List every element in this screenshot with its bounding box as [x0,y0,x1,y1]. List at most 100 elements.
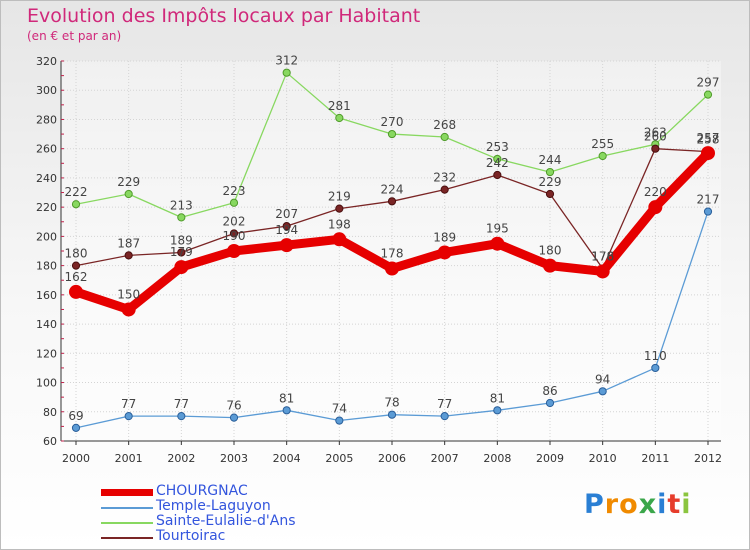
y-tick-label: 140 [36,318,57,331]
data-label: 178 [591,250,614,264]
data-point [177,412,186,421]
data-point [124,412,133,421]
data-point [229,413,239,422]
data-label: 94 [595,372,610,386]
logo-letter: t [667,489,682,520]
y-tick-label: 100 [36,377,57,390]
data-point [493,406,502,415]
data-label: 110 [644,349,667,363]
data-point [177,213,186,222]
data-point [440,185,449,194]
data-point [229,229,239,238]
logo-letter: i [681,489,692,520]
data-point [69,284,83,299]
chart-title: Evolution des Impôts locaux par Habitant [27,5,421,27]
y-tick-label: 280 [36,113,57,126]
data-label: 244 [539,153,562,167]
data-label: 74 [332,402,347,416]
logo-letter: P [584,489,605,520]
data-label: 180 [539,244,562,258]
data-label: 223 [223,184,246,198]
data-label: 81 [490,391,505,405]
data-label: 268 [433,118,456,132]
data-point [71,423,81,432]
data-point [124,189,133,199]
data-label: 178 [381,247,404,261]
data-point [545,167,555,177]
data-label: 258 [697,133,720,147]
x-tick-label: 2004 [273,452,301,465]
data-point [174,260,189,275]
data-label: 77 [437,397,452,411]
logo-letter: i [657,489,668,520]
x-tick-label: 2005 [325,452,353,465]
data-point [229,198,239,207]
data-label: 217 [697,193,720,207]
data-label: 180 [65,247,88,261]
data-label: 242 [486,156,509,170]
data-point [387,129,397,139]
data-label: 270 [381,115,404,129]
data-point [598,151,607,161]
legend-label: Sainte-Eulalie-d'Ans [156,513,296,529]
x-tick-label: 2008 [483,452,511,465]
y-tick-label: 120 [36,347,57,360]
data-point [651,363,660,373]
data-point [124,251,133,260]
data-point [493,154,502,164]
data-label: 202 [223,214,246,228]
data-label: 86 [542,384,557,398]
data-point [282,68,291,77]
data-label: 213 [170,198,193,212]
logo-letter: x [638,489,658,520]
data-point [335,113,344,123]
data-label: 229 [539,175,562,189]
data-point [332,232,347,247]
y-tick-label: 80 [43,406,57,419]
data-point [177,248,186,257]
data-label: 190 [223,229,246,243]
data-point [71,200,81,209]
y-tick-label: 300 [36,84,57,97]
data-label: 81 [279,391,294,405]
data-label: 198 [328,217,351,231]
data-label: 232 [433,171,456,185]
data-label: 257 [697,131,720,145]
data-label: 76 [226,399,241,413]
data-point [440,412,449,421]
data-label: 187 [117,236,140,250]
x-tick-label: 2009 [536,452,564,465]
data-point [703,207,713,216]
y-tick-label: 240 [36,172,57,185]
data-point [703,90,713,99]
data-label: 162 [65,270,88,284]
x-tick-label: 2003 [220,452,248,465]
legend-swatch [101,537,153,539]
logo-letter: r [604,489,620,520]
data-label: 150 [117,287,140,301]
y-tick-label: 220 [36,201,57,214]
data-point [701,146,715,161]
x-tick-label: 2007 [431,452,459,465]
data-label: 222 [65,185,88,199]
data-label: 78 [384,396,399,410]
data-label: 176 [591,249,614,263]
data-point [490,236,505,251]
data-point [282,406,291,415]
data-label: 297 [697,76,720,90]
data-label: 220 [644,185,667,199]
x-tick-label: 2000 [62,452,90,465]
data-label: 195 [486,222,509,236]
data-label: 69 [68,409,83,423]
data-point [282,222,291,231]
data-label: 255 [591,137,614,151]
data-label: 189 [170,233,193,247]
data-point [71,261,81,270]
data-point [493,170,502,180]
y-tick-label: 160 [36,289,57,302]
data-label: 207 [275,207,298,221]
data-label: 253 [486,140,509,154]
legend-swatch [101,489,153,496]
